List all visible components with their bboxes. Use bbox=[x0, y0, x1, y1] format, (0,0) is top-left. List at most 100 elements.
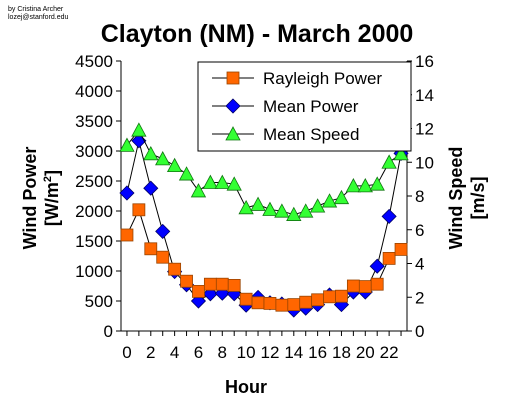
y-left-tick-label: 4000 bbox=[75, 82, 113, 101]
data-point bbox=[202, 174, 219, 189]
data-point bbox=[226, 176, 242, 191]
legend-label: Mean Power bbox=[263, 97, 359, 116]
data-point bbox=[143, 145, 159, 161]
y-right-tick-label: 16 bbox=[415, 52, 434, 71]
y-axis-right-title: Wind Speed [m/s] bbox=[446, 147, 488, 250]
x-tick-label: 12 bbox=[260, 343, 279, 362]
data-point bbox=[155, 223, 171, 239]
x-tick-label: 0 bbox=[122, 343, 131, 362]
y-right-tick-label: 12 bbox=[415, 120, 434, 139]
data-point bbox=[227, 278, 241, 292]
data-point bbox=[286, 206, 302, 221]
x-tick-label: 10 bbox=[237, 343, 256, 362]
data-point bbox=[369, 258, 385, 274]
legend-marker bbox=[225, 98, 241, 114]
y-axis-left-title: Wind Power [W/m2] bbox=[20, 147, 62, 250]
data-point bbox=[287, 298, 301, 312]
legend-label: Mean Speed bbox=[263, 125, 359, 144]
data-point bbox=[238, 199, 254, 215]
y-left-tick-label: 2500 bbox=[75, 172, 113, 191]
y-right-tick-label: 6 bbox=[415, 221, 424, 240]
data-point bbox=[346, 279, 360, 293]
y-left-tick-label: 3500 bbox=[75, 112, 113, 131]
y-axis-left-label-line1: Wind Power bbox=[20, 147, 40, 250]
data-point bbox=[369, 176, 385, 191]
data-point bbox=[345, 178, 362, 193]
data-point bbox=[358, 280, 372, 294]
legend: Rayleigh Power Mean Power Mean Speed bbox=[197, 61, 412, 152]
data-point bbox=[251, 296, 265, 310]
y-axis-right-label-line1: Wind Speed bbox=[446, 147, 466, 250]
data-point bbox=[262, 201, 278, 216]
x-tick-label: 6 bbox=[194, 343, 203, 362]
y-right-tick-label: 2 bbox=[415, 288, 424, 307]
data-point bbox=[309, 198, 326, 213]
data-point bbox=[299, 295, 313, 309]
x-tick-label: 4 bbox=[170, 343, 179, 362]
y-right-tick-label: 0 bbox=[415, 322, 424, 341]
x-tick-label: 14 bbox=[284, 343, 303, 362]
series-layer bbox=[119, 122, 409, 318]
series-mean-speed bbox=[119, 122, 409, 221]
x-tick-label: 20 bbox=[356, 343, 375, 362]
data-point bbox=[168, 262, 182, 276]
credit-line-2: lozej@stanford.edu bbox=[8, 14, 69, 21]
data-point bbox=[119, 185, 135, 201]
y-axis-left-label-line2: [W/m2] bbox=[42, 170, 62, 226]
data-point bbox=[321, 193, 338, 208]
data-point bbox=[263, 296, 277, 310]
data-point bbox=[335, 289, 348, 303]
y-left-tick-label: 4500 bbox=[75, 52, 113, 71]
data-point bbox=[239, 292, 253, 306]
x-tick-label: 8 bbox=[218, 343, 227, 362]
y-right-tick-label: 10 bbox=[415, 153, 434, 172]
x-tick-label: 16 bbox=[308, 343, 327, 362]
data-point bbox=[155, 151, 171, 166]
credit-line-1: by Cristina Archer bbox=[8, 6, 64, 13]
x-tick-label: 18 bbox=[332, 343, 351, 362]
y-right-tick-label: 8 bbox=[415, 187, 424, 206]
data-point bbox=[250, 196, 266, 211]
data-point bbox=[215, 277, 229, 291]
x-tick-label: 22 bbox=[380, 343, 399, 362]
data-point bbox=[180, 274, 193, 288]
y-left-tick-label: 1500 bbox=[75, 232, 113, 251]
y-left-tick-label: 2000 bbox=[75, 202, 113, 221]
y-left-tick-label: 500 bbox=[85, 292, 113, 311]
data-point bbox=[144, 242, 158, 256]
data-point bbox=[323, 290, 336, 304]
data-point bbox=[156, 250, 170, 264]
x-axis-label: Hour bbox=[225, 377, 267, 397]
data-point bbox=[119, 137, 135, 152]
data-point bbox=[357, 178, 373, 193]
y-left-tick-label: 0 bbox=[104, 322, 113, 341]
legend-marker bbox=[225, 126, 241, 141]
data-point bbox=[203, 277, 217, 291]
data-point bbox=[178, 166, 195, 181]
data-point bbox=[120, 228, 134, 242]
data-point bbox=[311, 293, 325, 307]
x-tick-label: 2 bbox=[146, 343, 155, 362]
data-point bbox=[214, 174, 230, 189]
data-point bbox=[166, 157, 183, 173]
legend-marker bbox=[226, 71, 240, 85]
data-point bbox=[192, 284, 205, 298]
y-left-tick-label: 3000 bbox=[75, 142, 113, 161]
data-point bbox=[333, 189, 350, 205]
data-point bbox=[370, 277, 384, 291]
axes: 0500100015002000250030003500400045000246… bbox=[75, 52, 434, 362]
data-point bbox=[132, 203, 146, 217]
data-point bbox=[131, 122, 147, 137]
data-point bbox=[275, 298, 289, 312]
data-point bbox=[143, 180, 159, 196]
data-point bbox=[298, 203, 314, 218]
data-point bbox=[394, 242, 408, 256]
data-point bbox=[381, 208, 397, 224]
chart-title: Clayton (NM) - March 2000 bbox=[101, 20, 414, 48]
y-right-tick-label: 4 bbox=[415, 255, 424, 274]
y-left-tick-label: 1000 bbox=[75, 262, 113, 281]
legend-label: Rayleigh Power bbox=[263, 69, 382, 88]
y-axis-right-label-line2: [m/s] bbox=[468, 176, 488, 219]
data-point bbox=[190, 183, 207, 198]
